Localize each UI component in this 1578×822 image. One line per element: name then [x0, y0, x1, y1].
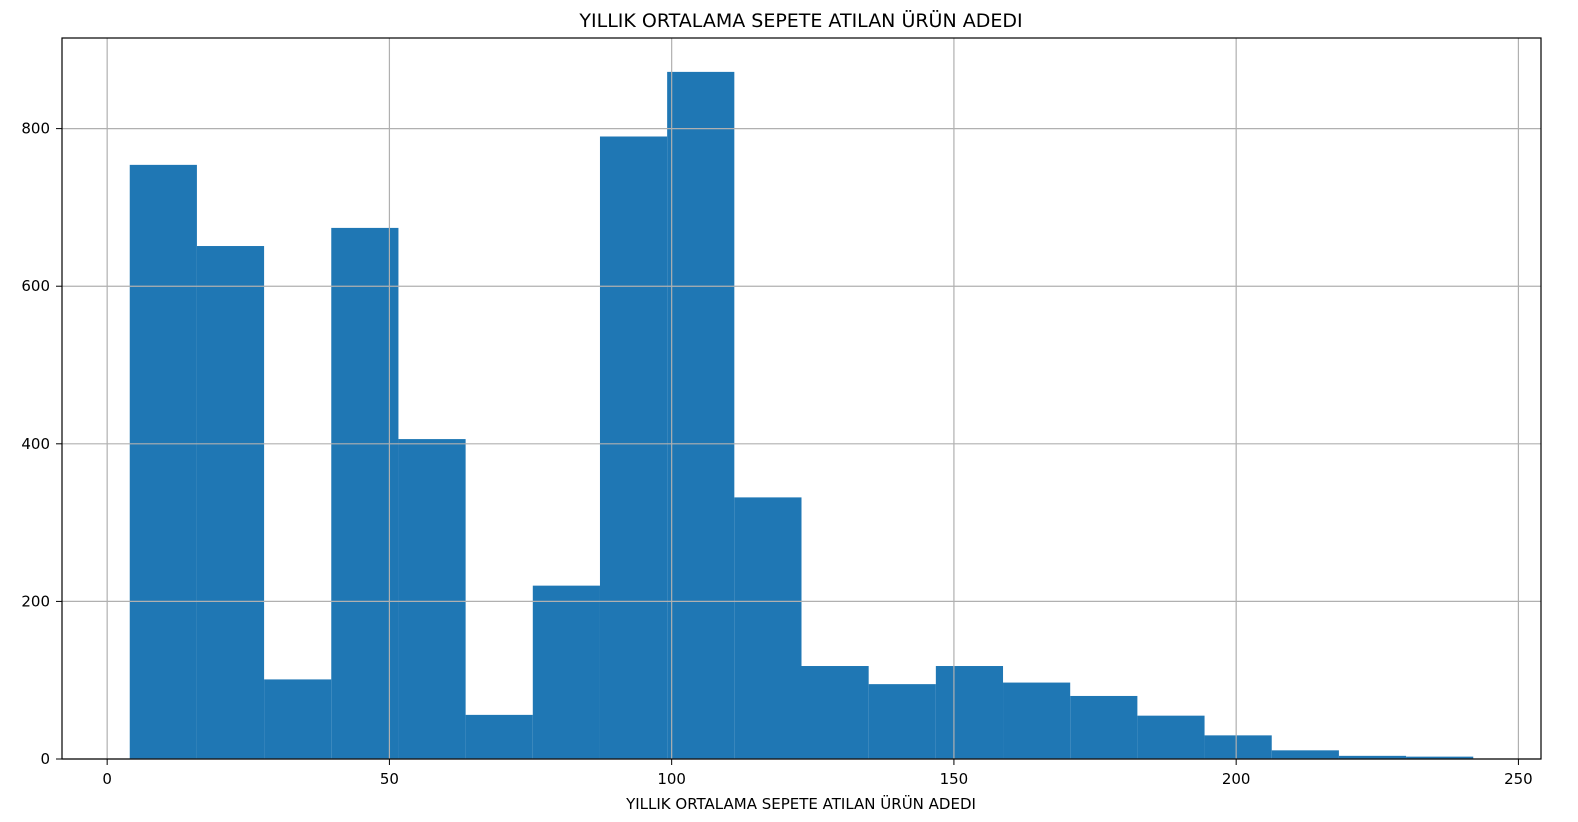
y-tick-label: 200: [21, 592, 50, 610]
histogram-bar: [935, 666, 1004, 759]
histogram-bar: [1003, 682, 1071, 759]
x-axis-label: YILLIK ORTALAMA SEPETE ATILAN ÜRÜN ADEDI: [625, 794, 976, 813]
y-tick-label: 600: [21, 277, 50, 295]
x-tick-label: 200: [1222, 770, 1251, 788]
histogram-bar: [398, 439, 466, 759]
histogram-bar: [1271, 750, 1339, 759]
axis-ticks: 0 50 100 150 200 250 0 200 400 600 800: [21, 120, 1532, 788]
histogram-bar: [1204, 735, 1272, 759]
plot-frame: [61, 37, 1542, 760]
histogram-bar: [801, 666, 869, 759]
histogram-bar: [1070, 695, 1138, 759]
histogram-bar: [599, 136, 668, 760]
x-tick-label: 50: [380, 770, 399, 788]
histogram-bar: [1338, 755, 1407, 759]
histogram-bar: [196, 246, 265, 759]
x-tick-label: 100: [657, 770, 686, 788]
histogram-bar: [465, 714, 533, 759]
y-tick-label: 400: [21, 435, 50, 453]
histogram-bar: [868, 684, 936, 759]
histogram-bar: [1137, 715, 1205, 759]
grid-lines: [62, 38, 1541, 760]
histogram-bar: [532, 585, 600, 759]
x-tick-label: 150: [940, 770, 969, 788]
histogram-bar: [667, 71, 735, 759]
y-tick-label: 0: [40, 750, 50, 768]
histogram-bar: [331, 227, 399, 760]
histogram-bar: [129, 164, 197, 759]
histogram-bar: [264, 679, 332, 759]
histogram-bar: [734, 497, 802, 759]
x-tick-label: 250: [1504, 770, 1533, 788]
x-tick-label: 0: [102, 770, 112, 788]
chart-title: YILLIK ORTALAMA SEPETE ATILAN ÜRÜN ADEDI: [578, 9, 1022, 32]
y-tick-label: 800: [21, 120, 50, 138]
histogram-bar: [1406, 756, 1474, 759]
histogram-bars: [129, 71, 1474, 760]
